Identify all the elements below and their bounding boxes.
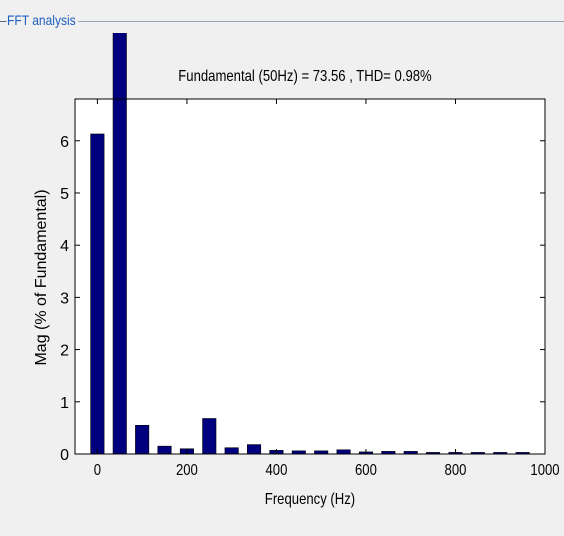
x-tick-label: 0: [94, 462, 101, 479]
y-tick-label: 3: [60, 290, 69, 307]
bar-250hz: [202, 418, 217, 455]
panel-title: FFT analysis: [7, 11, 79, 29]
y-tick-label: 1: [60, 395, 69, 412]
x-tick-label: 800: [445, 462, 467, 479]
y-tick-label: 0: [60, 447, 69, 464]
chart-title: Fundamental (50Hz) = 73.56 , THD= 0.98%: [178, 68, 431, 85]
x-tick-label: 1000: [530, 462, 559, 479]
plot-area: [75, 99, 545, 454]
bar-550hz: [336, 449, 351, 455]
bar-350hz: [247, 444, 262, 455]
axis-ticks: 0 200 400 600 800 1000 0 1 2 3 4 5 6: [60, 99, 560, 479]
y-tick-label: 6: [60, 134, 69, 151]
x-tick-label: 600: [355, 462, 377, 479]
y-tick-label: 5: [60, 186, 69, 203]
plot-border: [74, 98, 546, 455]
y-axis-label: Mag (% of Fundamental): [33, 189, 50, 365]
y-tick-label: 4: [60, 238, 69, 255]
y-tick-label: 2: [60, 343, 69, 360]
x-tick-label: 200: [176, 462, 198, 479]
bar-150hz: [157, 445, 172, 455]
x-tick-label: 400: [265, 462, 287, 479]
panel-frame-corner: [0, 21, 6, 22]
x-axis-label: Frequency (Hz): [265, 491, 355, 508]
bar-0hz: [90, 133, 105, 455]
panel-frame-border: [0, 21, 564, 22]
bar-50hz: [112, 33, 127, 455]
bar-300hz: [224, 447, 239, 455]
bar-100hz: [135, 424, 150, 455]
